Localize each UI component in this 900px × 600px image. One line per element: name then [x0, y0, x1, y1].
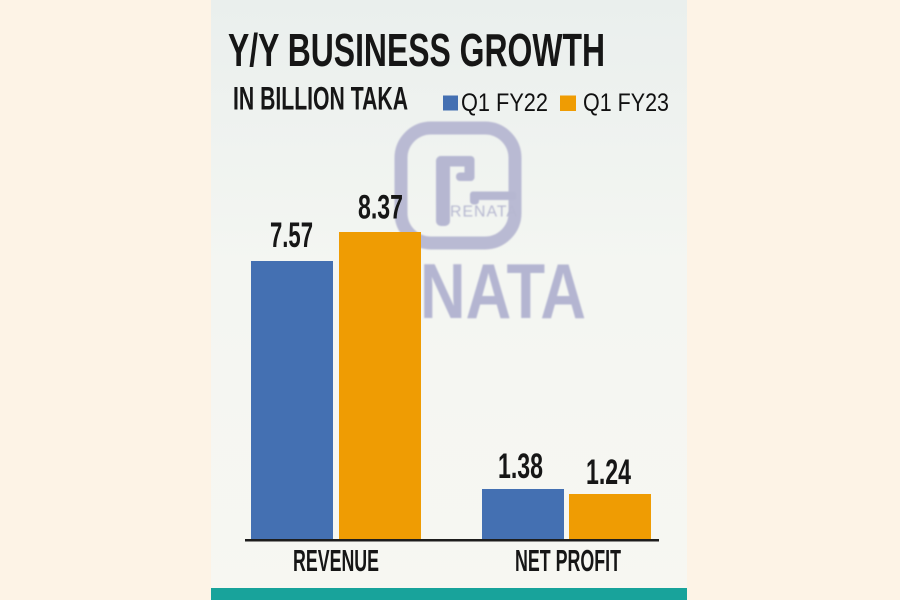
- svg-text:8.37: 8.37: [358, 189, 403, 227]
- svg-text:NET PROFIT: NET PROFIT: [515, 544, 621, 578]
- svg-text:Q1 FY22: Q1 FY22: [461, 89, 548, 117]
- svg-text:REVENUE: REVENUE: [293, 544, 379, 578]
- svg-text:1.24: 1.24: [586, 453, 631, 492]
- svg-text:Y/Y BUSINESS GROWTH: Y/Y BUSINESS GROWTH: [228, 24, 605, 76]
- svg-text:NATA: NATA: [420, 247, 586, 335]
- svg-text:7.57: 7.57: [270, 216, 313, 255]
- svg-text:IN BILLION TAKA: IN BILLION TAKA: [233, 81, 408, 117]
- svg-text:RENATA: RENATA: [450, 204, 518, 221]
- svg-text:1.38: 1.38: [498, 447, 543, 486]
- svg-text:Q1 FY23: Q1 FY23: [583, 89, 669, 117]
